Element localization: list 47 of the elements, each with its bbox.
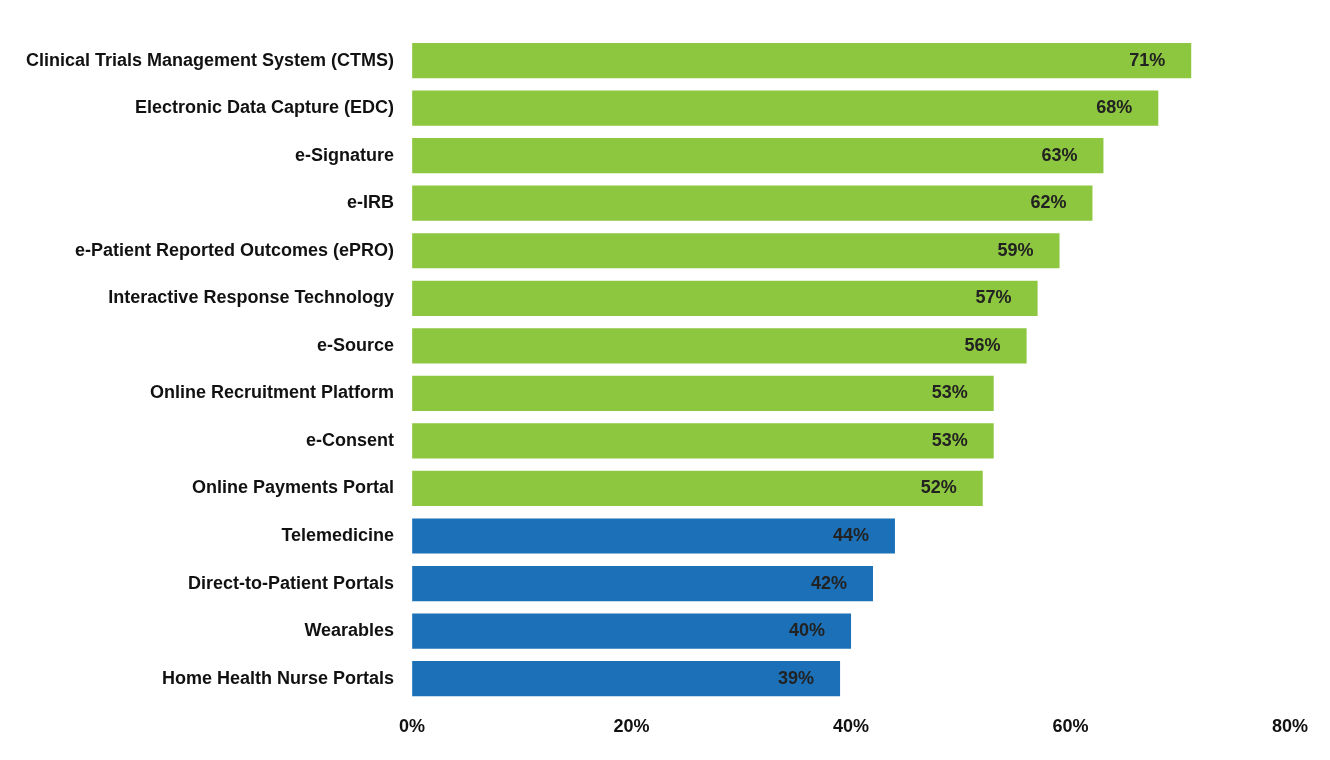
- data-label: 59%: [997, 239, 1034, 260]
- bar: [412, 518, 895, 554]
- y-tick-label: Online Payments Portal: [192, 477, 395, 498]
- bar: [412, 138, 1104, 174]
- y-tick-label: e-IRB: [347, 192, 395, 213]
- bar: [412, 470, 983, 507]
- y-tick-label: e-Signature: [295, 144, 395, 165]
- y-tick-label: Online Recruitment Platform: [150, 382, 395, 403]
- bar: [412, 233, 1060, 269]
- y-tick-label: e-Patient Reported Outcomes (ePRO): [75, 239, 395, 260]
- bar: [412, 423, 994, 459]
- x-tick-label: 20%: [613, 716, 650, 737]
- y-tick-label: Interactive Response Technology: [108, 287, 395, 308]
- bar: [412, 280, 1038, 316]
- data-label: 62%: [1030, 192, 1067, 213]
- x-tick-label: 60%: [1052, 716, 1089, 737]
- x-tick-label: 80%: [1271, 716, 1308, 737]
- data-label: 57%: [975, 287, 1012, 308]
- bar: [412, 328, 1027, 364]
- data-label: 52%: [920, 477, 957, 498]
- bar: [412, 185, 1093, 221]
- y-tick-label: e-Source: [317, 334, 395, 355]
- bar: [412, 90, 1159, 126]
- data-label: 63%: [1041, 144, 1078, 165]
- x-tick-label: 40%: [833, 716, 870, 737]
- y-tick-label: Direct-to-Patient Portals: [188, 572, 395, 593]
- data-label: 71%: [1129, 49, 1166, 70]
- data-label: 39%: [778, 667, 815, 688]
- y-tick-label: Clinical Trials Management System (CTMS): [25, 49, 395, 70]
- data-label: 53%: [931, 382, 968, 403]
- y-tick-label: Home Health Nurse Portals: [162, 667, 395, 688]
- y-tick-label: e-Consent: [306, 429, 395, 450]
- bar: [412, 42, 1192, 79]
- y-tick-label: Wearables: [304, 620, 395, 641]
- y-tick-label: Electronic Data Capture (EDC): [135, 97, 395, 118]
- y-tick-label: Telemedicine: [281, 524, 395, 545]
- data-label: 56%: [964, 334, 1001, 355]
- bar: [412, 375, 994, 411]
- bar: [412, 565, 873, 602]
- data-label: 42%: [810, 572, 847, 593]
- data-label: 40%: [789, 620, 826, 641]
- data-label: 44%: [832, 524, 869, 545]
- bar: [412, 613, 852, 649]
- data-label: 53%: [931, 429, 968, 450]
- x-tick-label: 0%: [399, 716, 426, 737]
- bar: [412, 661, 841, 697]
- data-label: 68%: [1096, 97, 1133, 118]
